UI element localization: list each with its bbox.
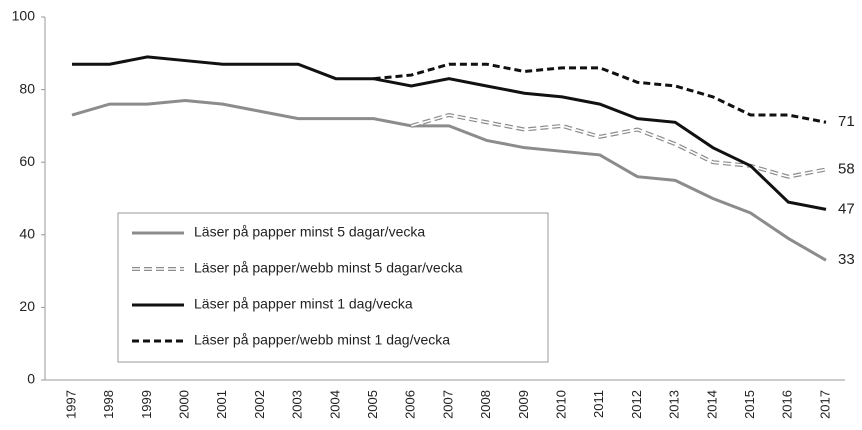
y-tick-label: 40 — [19, 226, 35, 242]
legend-label: Läser på papper minst 5 dagar/vecka — [194, 224, 425, 240]
end-label: 33 — [838, 251, 855, 268]
legend-label: Läser på papper/webb minst 1 dag/vecka — [194, 332, 450, 348]
x-tick-label: 2009 — [516, 390, 531, 419]
y-tick-label: 100 — [12, 8, 36, 24]
y-tick-label: 20 — [19, 298, 35, 314]
x-tick-label: 1998 — [101, 390, 116, 419]
x-tick-label: 2011 — [591, 390, 606, 418]
x-tick-label: 2017 — [817, 390, 832, 419]
x-tick-label: 2015 — [742, 390, 757, 419]
x-tick-label: 2003 — [290, 390, 305, 419]
end-label: 47 — [838, 200, 855, 217]
x-tick-label: 1999 — [139, 390, 154, 419]
series-line — [71, 98, 827, 262]
x-tick-label: 2006 — [403, 390, 418, 419]
x-tick-label: 2002 — [252, 390, 267, 419]
x-tick-label: 2008 — [478, 390, 493, 419]
y-tick-label: 80 — [19, 80, 35, 96]
series-line — [72, 55, 827, 211]
x-tick-label: 2007 — [440, 390, 455, 419]
end-label: 58 — [838, 160, 855, 177]
legend-box — [117, 212, 549, 363]
legend-label: Läser på papper minst 1 dag/vecka — [194, 296, 413, 312]
x-tick-label: 2012 — [629, 390, 644, 419]
x-tick-label: 2005 — [365, 390, 380, 419]
x-tick-label: 2016 — [780, 390, 795, 419]
legend-label: Läser på papper/webb minst 5 dagar/vecka — [194, 260, 463, 276]
series-line — [373, 62, 827, 124]
y-tick-label: 60 — [19, 153, 35, 169]
y-tick-label: 0 — [27, 371, 35, 387]
x-tick-label: 2001 — [214, 390, 229, 419]
x-tick-label: 2013 — [667, 390, 682, 419]
end-label: 71 — [838, 113, 855, 130]
x-tick-label: 2014 — [704, 390, 719, 419]
x-tick-label: 2004 — [327, 390, 342, 419]
x-tick-label: 2000 — [177, 390, 192, 419]
x-tick-label: 2010 — [554, 390, 569, 419]
x-tick-label: 1997 — [63, 390, 78, 419]
